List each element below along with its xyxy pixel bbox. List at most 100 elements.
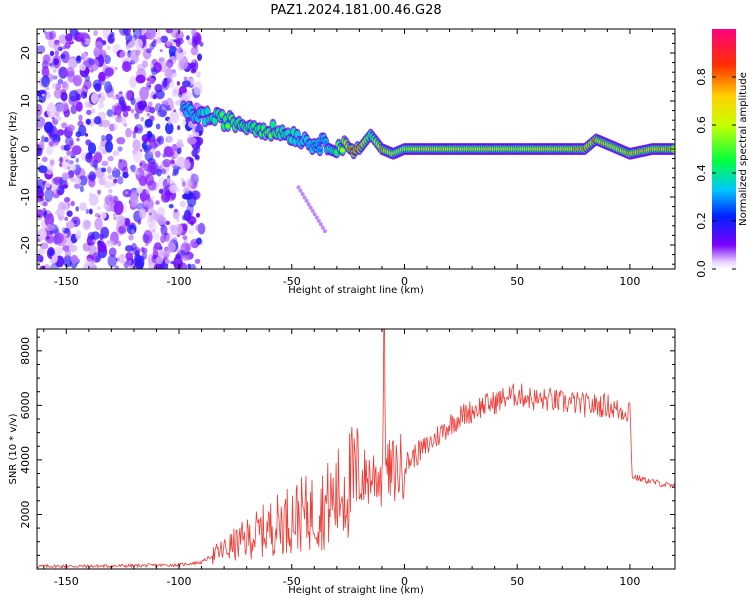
x-tick-label: -50 [283,575,301,588]
noise-blob [51,83,57,89]
noise-blob [65,33,73,42]
colorbar-tick-label: 0.0 [695,260,708,278]
noise-blob [73,177,82,185]
noise-blob [141,60,149,68]
noise-blob [153,62,162,73]
noise-blob [97,241,107,253]
noise-blob [76,137,80,142]
snr-series-line [37,329,675,569]
noise-blobs [37,29,206,269]
noise-blob [44,188,53,203]
noise-blob [144,144,152,151]
noise-blob [148,212,152,216]
noise-blob [177,187,181,193]
noise-blob [130,97,136,106]
noise-blob [160,35,168,43]
noise-blob [194,136,204,146]
noise-blob [88,177,96,188]
noise-blob [106,109,114,117]
noise-blob [75,230,82,240]
noise-blob [65,159,69,163]
noise-blob [39,197,44,202]
noise-blob [54,232,64,244]
snr-xlabel: Height of straight line (km) [288,585,424,596]
noise-blob [67,144,73,150]
noise-blob [70,200,75,207]
x-tick-label: 0 [401,575,408,588]
noise-blob [172,165,180,175]
noise-blob [85,118,91,125]
noise-blob [154,232,160,241]
noise-blob [165,29,173,34]
noise-blob [56,129,65,136]
y-tick-label: 10 [19,94,32,108]
noise-blob [116,215,125,226]
noise-blob [180,143,184,148]
noise-blob [130,165,139,174]
noise-blob [37,209,44,218]
noise-blob [42,207,47,214]
noise-blob [154,242,162,251]
noise-blob [118,225,126,234]
noise-blob [85,208,89,214]
colorbar-tick-label: 0.4 [695,164,708,182]
noise-blob [107,155,114,162]
noise-blob [44,212,55,228]
noise-blob [45,31,54,40]
snr-line [37,329,675,569]
noise-blob [167,70,177,79]
noise-blob [132,139,141,151]
noise-blob [134,112,140,120]
secondary-streak [308,205,313,210]
noise-blob [111,113,115,119]
noise-blob [84,257,93,268]
noise-blob [165,220,170,226]
noise-blob [170,159,175,165]
noise-blob [114,105,122,116]
trace-core [340,148,345,153]
noise-blob [104,67,114,77]
noise-blob [133,29,142,39]
noise-blob [112,95,117,100]
noise-blob [67,58,77,69]
noise-blob [182,242,187,248]
noise-blob [132,133,137,139]
noise-blob [122,61,132,72]
noise-blob [172,85,179,94]
secondary-streak [310,208,315,213]
noise-blob [199,41,204,47]
noise-blob [68,244,78,253]
noise-blob [118,158,122,163]
noise-blob [38,165,48,174]
noise-blob [146,77,151,82]
noise-blob [178,91,183,98]
noise-blob [53,42,61,52]
noise-blob [83,79,92,90]
noise-blob [195,224,202,231]
trace-core [317,148,323,153]
noise-blob [117,176,124,185]
noise-blob [183,187,190,194]
noise-blob [155,123,161,130]
noise-blob [64,216,69,221]
noise-blob [105,140,113,153]
noise-blob [91,231,100,240]
noise-blob [173,255,183,269]
noise-blob [186,216,197,225]
noise-blob [144,106,150,113]
noise-blob [149,78,155,84]
noise-blob [157,109,167,118]
noise-blob [94,217,103,231]
noise-blob [169,110,179,124]
noise-blob [84,220,92,228]
noise-blob [118,96,125,106]
noise-blob [176,218,180,223]
noise-blob [122,171,129,179]
x-tick-label: 100 [619,275,640,288]
x-tick-label: 50 [510,275,524,288]
noise-blob [117,254,127,264]
noise-blob [73,219,78,224]
noise-blob [67,203,71,207]
noise-blob [87,142,97,155]
noise-blob [37,254,44,263]
